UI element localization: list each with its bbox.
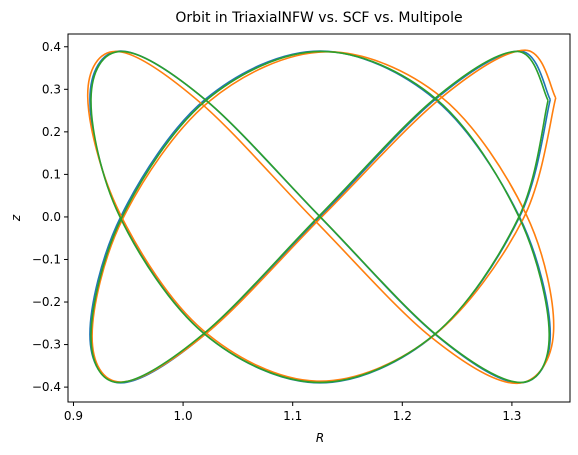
- y-tick-label: −0.3: [32, 338, 61, 352]
- x-tick-label: 1.3: [502, 409, 521, 423]
- orbit-line: [86, 49, 557, 385]
- plot-frame: [67, 33, 571, 403]
- x-tick-label: 0.9: [64, 409, 83, 423]
- x-tick-label: 1.1: [283, 409, 302, 423]
- x-tick-label: 1.0: [174, 409, 193, 423]
- y-tick-label: 0.1: [42, 167, 61, 181]
- y-axis-label: z: [9, 214, 23, 222]
- y-tick-label: −0.1: [32, 252, 61, 266]
- chart-title: Orbit in TriaxialNFW vs. SCF vs. Multipo…: [175, 10, 462, 26]
- y-tick-label: 0.3: [42, 82, 61, 96]
- y-tick-label: −0.4: [32, 380, 61, 394]
- y-tick-label: 0.2: [42, 125, 61, 139]
- y-tick-label: 0.0: [42, 210, 61, 224]
- y-tick-label: 0.4: [42, 40, 61, 54]
- y-tick-label: −0.2: [32, 295, 61, 309]
- x-axis-label: R: [316, 431, 324, 445]
- x-tick-label: 1.2: [393, 409, 412, 423]
- orbit-line: [90, 50, 550, 384]
